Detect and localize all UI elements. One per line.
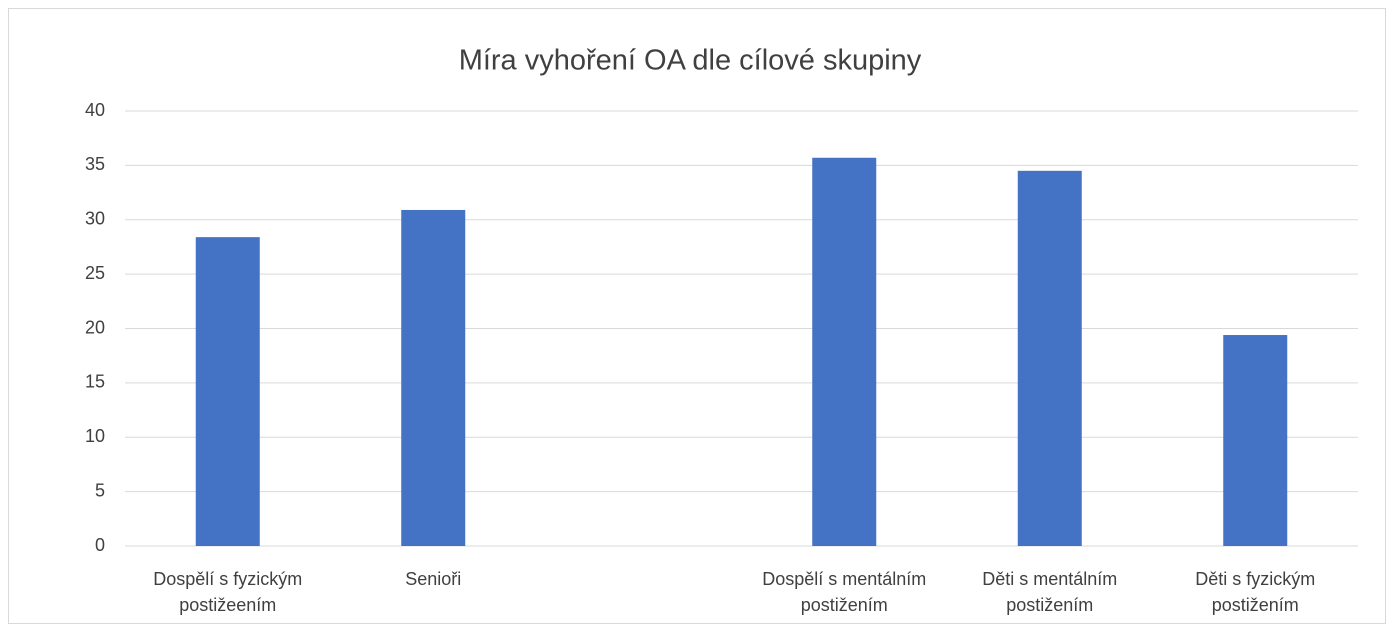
- y-tick-label: 40: [85, 100, 105, 120]
- x-tick-label: Děti s mentálním postižením: [982, 569, 1118, 615]
- x-tick-label: Dospělí s mentálním postižením: [762, 569, 927, 615]
- bar: [195, 237, 260, 546]
- bar: [812, 157, 877, 546]
- y-tick-label: 35: [85, 154, 105, 174]
- bar: [1223, 335, 1288, 546]
- y-tick-label: 0: [95, 535, 105, 555]
- chart-title: Míra vyhoření OA dle cílové skupiny: [459, 45, 922, 77]
- y-tick-label: 5: [95, 480, 105, 500]
- y-tick-label: 30: [85, 209, 105, 229]
- y-tick-label: 20: [85, 317, 105, 337]
- y-tick-label: 15: [85, 372, 105, 392]
- x-tick-label: Děti s fyzickým postižením: [1195, 569, 1316, 615]
- y-tick-label: 10: [85, 426, 105, 446]
- x-tick-label: Dospělí s fyzickým postižeením: [153, 569, 303, 615]
- bar: [401, 209, 466, 546]
- x-tick-label: Senioři: [405, 569, 462, 589]
- y-tick-label: 25: [85, 263, 105, 283]
- bar: [1017, 170, 1082, 546]
